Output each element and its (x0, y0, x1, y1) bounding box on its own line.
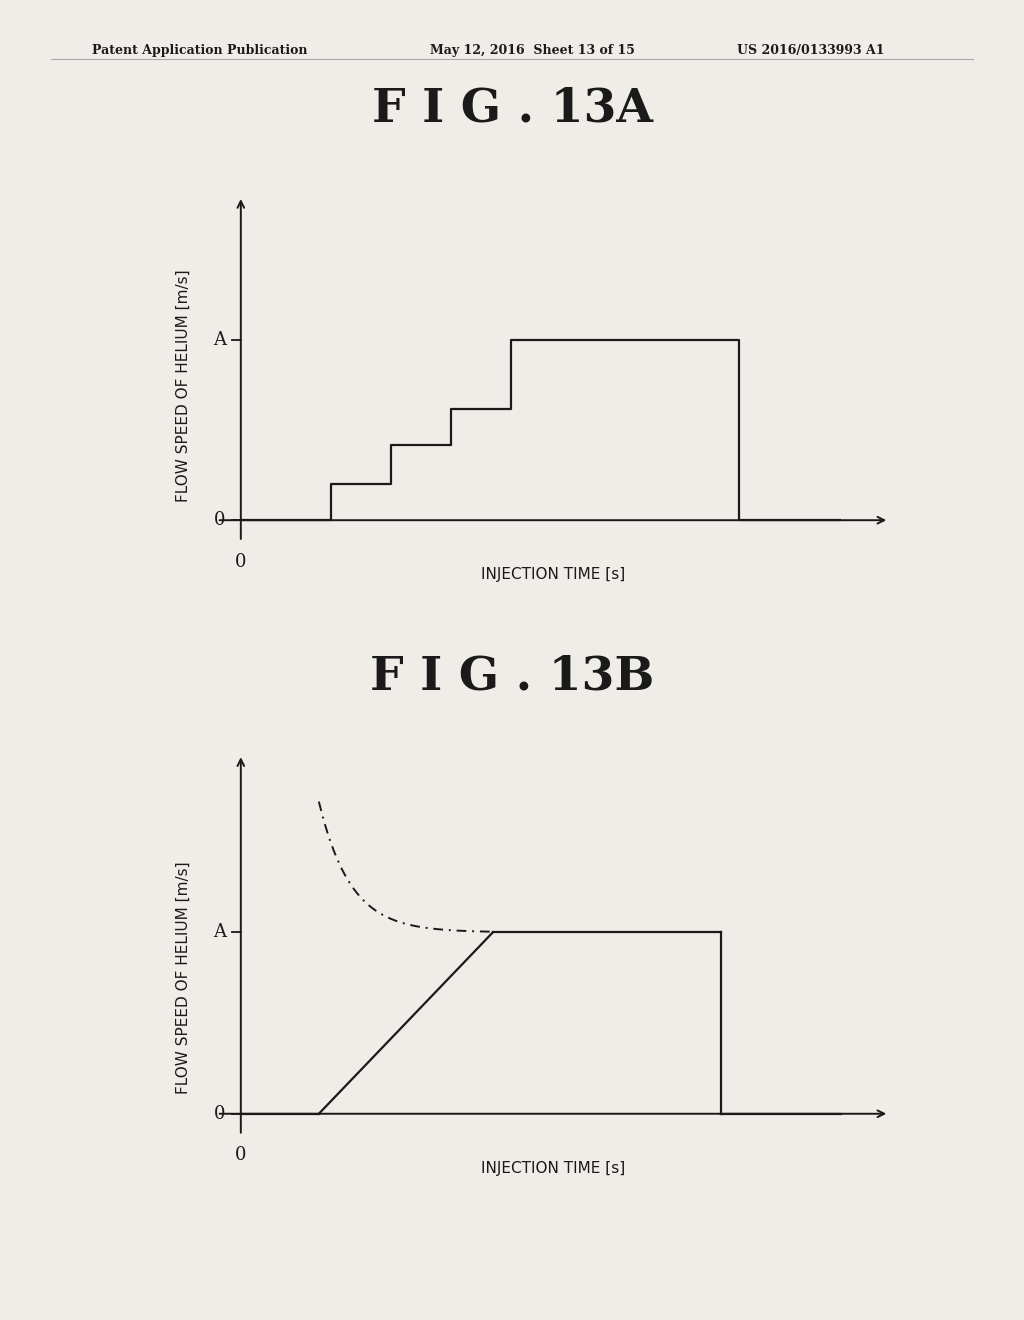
Text: Patent Application Publication: Patent Application Publication (92, 44, 307, 57)
Text: FLOW SPEED OF HELIUM [m/s]: FLOW SPEED OF HELIUM [m/s] (176, 862, 191, 1094)
Text: A: A (213, 923, 226, 941)
Text: 0: 0 (236, 553, 247, 570)
Text: INJECTION TIME [s]: INJECTION TIME [s] (481, 568, 625, 582)
Text: US 2016/0133993 A1: US 2016/0133993 A1 (737, 44, 885, 57)
Text: 0: 0 (214, 511, 226, 529)
Text: 0: 0 (214, 1105, 226, 1123)
Text: F I G . 13B: F I G . 13B (370, 653, 654, 700)
Text: INJECTION TIME [s]: INJECTION TIME [s] (481, 1162, 625, 1176)
Text: FLOW SPEED OF HELIUM [m/s]: FLOW SPEED OF HELIUM [m/s] (176, 269, 191, 502)
Text: A: A (213, 331, 226, 350)
Text: 0: 0 (236, 1146, 247, 1164)
Text: May 12, 2016  Sheet 13 of 15: May 12, 2016 Sheet 13 of 15 (430, 44, 635, 57)
Text: F I G . 13A: F I G . 13A (372, 86, 652, 132)
